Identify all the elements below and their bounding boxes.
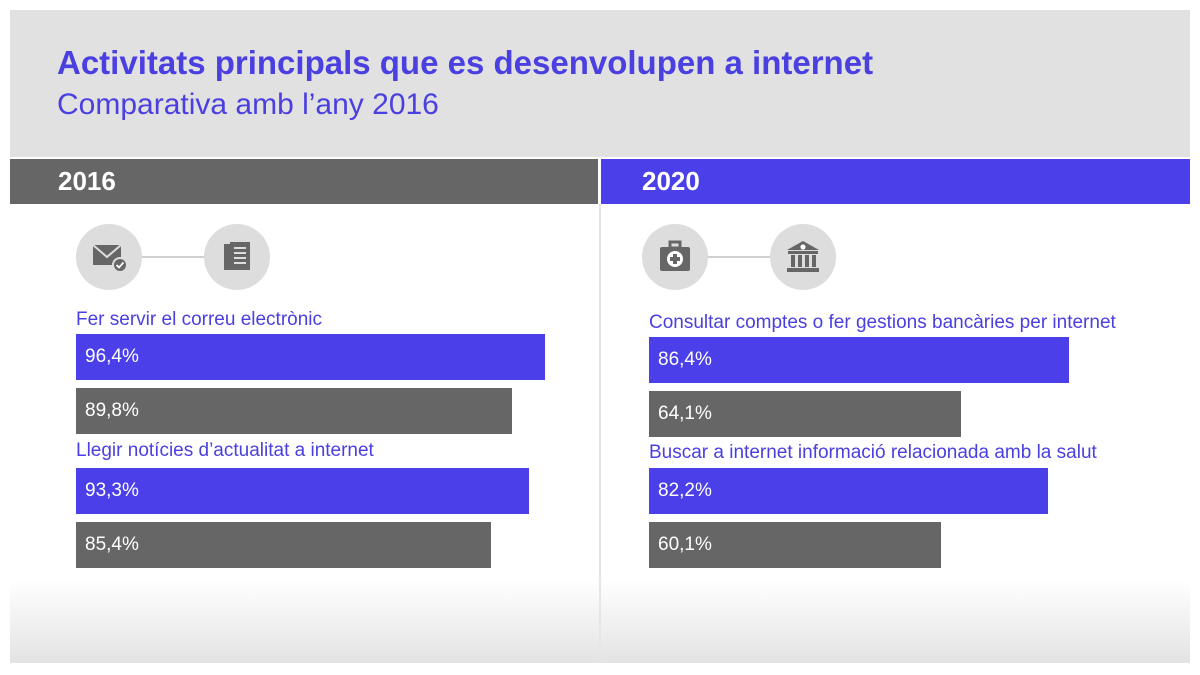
category-label-email: Fer servir el correu electrònic [76,309,323,330]
panel-header-2020: 2020 [601,159,1190,204]
bar-2016-panel-email-grey: 89,8% [76,388,512,434]
bottom-fade-left [10,580,599,663]
panel-header-2016: 2016 [10,159,598,204]
icon-connector-right [708,256,770,258]
bar-2020-panel-banking-grey: 64,1% [649,391,961,437]
panel-year-2020: 2020 [642,166,700,196]
category-label-banking: Consultar comptes o fer gestions bancàri… [649,312,1116,333]
chart-subtitle: Comparativa amb l’any 2016 [57,88,439,121]
newspaper-icon [204,224,270,290]
panel-divider [599,204,601,663]
bank-euro-icon [770,224,836,290]
bar-2016-panel-news-blue: 93,3% [76,468,529,514]
medical-kit-icon [642,224,708,290]
chart-title: Activitats principals que es desenvolupe… [57,44,874,81]
email-check-icon [76,224,142,290]
bar-2020-panel-banking-blue: 86,4% [649,337,1069,383]
category-label-news: Llegir notícies d’actualitat a internet [76,440,374,461]
bar-2020-panel-health-blue: 82,2% [649,468,1048,514]
icon-connector-left [142,256,204,258]
panel-year-2016: 2016 [58,166,116,196]
bar-2016-panel-email-blue: 96,4% [76,334,545,380]
bar-2020-panel-health-grey: 60,1% [649,522,941,568]
bottom-fade-right [601,580,1190,663]
category-label-health: Buscar a internet informació relacionada… [649,442,1097,463]
bar-2016-panel-news-grey: 85,4% [76,522,491,568]
header-banner [10,10,1190,157]
